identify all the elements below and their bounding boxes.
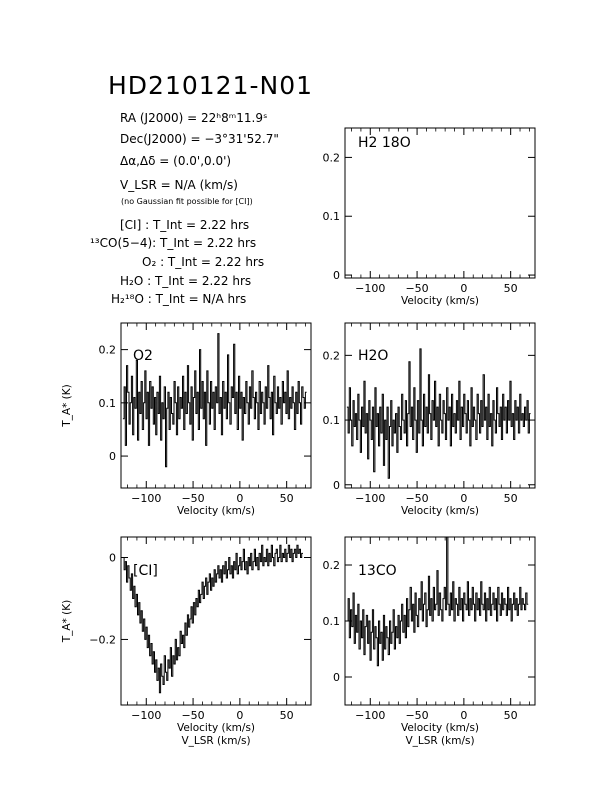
y-tick-label-h218o: 0.2 (323, 151, 341, 164)
spectrum-line-o2 (122, 333, 307, 468)
y-tick-label-o2: 0.1 (99, 397, 117, 410)
x-axis-label-h2o: Velocity (km/s) (401, 505, 479, 517)
x-tick-label-h218o: 0 (460, 282, 467, 295)
spectrum-line-13co (346, 536, 529, 667)
y-tick-label-o2: 0 (109, 450, 116, 463)
panel-title-ci: [CI] (133, 563, 158, 579)
x-tick-label-13co: 50 (504, 709, 518, 722)
spectrum-line-ci (122, 544, 303, 694)
x-tick-label-ci: −50 (181, 709, 204, 722)
tint-h218o: H₂¹⁸O : T_Int = N/A hrs (111, 292, 247, 306)
y-tick-label-ci: 0 (109, 551, 116, 564)
plot-frame-o2 (120, 322, 312, 489)
x-tick-label-13co: −50 (405, 709, 428, 722)
gaussian-note: (no Gaussian fit possible for [CI]) (121, 197, 253, 206)
tint-13co: ¹³CO(5−4): T_Int = 2.22 hrs (90, 236, 257, 250)
x-tick-label-o2: 0 (236, 492, 243, 505)
page-title: HD210121-N01 (108, 71, 314, 100)
offset-text: Δα,Δδ = (0.0',0.0') (120, 154, 232, 168)
x-axis-label-h218o: Velocity (km/s) (401, 295, 479, 307)
x-tick-label-ci: 0 (236, 709, 243, 722)
x-tick-label-h218o: 50 (504, 282, 518, 295)
plot-frame-h2o (344, 322, 536, 489)
spectrum-line-h2o (346, 348, 531, 479)
x-tick-label-h2o: −50 (405, 492, 428, 505)
x-tick-label-o2: −50 (181, 492, 204, 505)
x-tick-label-h218o: −50 (405, 282, 428, 295)
y-tick-label-13co: 0.1 (323, 615, 341, 628)
y-tick-label-h2o: 0.1 (323, 414, 341, 427)
tint-h2o: H₂O : T_Int = 2.22 hrs (120, 274, 252, 288)
x-tick-label-ci: 50 (280, 709, 294, 722)
plot-frame-ci (120, 536, 312, 706)
x-axis-label-2-ci: V_LSR (km/s) (181, 735, 250, 747)
x-tick-label-o2: −100 (131, 492, 161, 505)
x-tick-label-h2o: 50 (504, 492, 518, 505)
y-tick-label-h218o: 0 (333, 269, 340, 282)
x-tick-label-ci: −100 (131, 709, 161, 722)
y-tick-label-13co: 0 (333, 671, 340, 684)
y-tick-label-h2o: 0.2 (323, 349, 341, 362)
panel-title-13co: 13CO (358, 563, 397, 579)
x-axis-label-o2: Velocity (km/s) (177, 505, 255, 517)
x-tick-label-h2o: −100 (355, 492, 385, 505)
x-tick-label-13co: 0 (460, 709, 467, 722)
tint-o2: O₂ : T_Int = 2.22 hrs (142, 255, 265, 269)
y-tick-label-h2o: 0 (333, 479, 340, 492)
y-tick-label-h218o: 0.1 (323, 210, 341, 223)
x-tick-label-13co: −100 (355, 709, 385, 722)
y-tick-label-o2: 0.2 (99, 344, 117, 357)
y-axis-label-o2: T_A* (K) (61, 384, 73, 428)
y-tick-label-ci: −0.2 (89, 633, 116, 646)
x-tick-label-h218o: −100 (355, 282, 385, 295)
plot-frame-h218o (344, 127, 536, 279)
panel-title-h2o: H2O (358, 348, 388, 364)
ra-text: RA (J2000) = 22ʰ8ᵐ11.9ˢ (120, 111, 268, 125)
panel-title-h218o: H2 18O (358, 135, 411, 151)
y-axis-label-ci: T_A* (K) (61, 600, 73, 644)
x-axis-label-13co: Velocity (km/s) (401, 722, 479, 734)
x-axis-label-2-13co: V_LSR (km/s) (405, 735, 474, 747)
vlsr-text: V_LSR = N/A (km/s) (120, 178, 238, 192)
x-tick-label-h2o: 0 (460, 492, 467, 505)
dec-text: Dec(J2000) = −3°31'52.7" (120, 132, 279, 146)
x-axis-label-ci: Velocity (km/s) (177, 722, 255, 734)
y-tick-label-13co: 0.2 (323, 559, 341, 572)
x-tick-label-o2: 50 (280, 492, 294, 505)
tint-ci: [CI] : T_Int = 2.22 hrs (120, 218, 250, 232)
